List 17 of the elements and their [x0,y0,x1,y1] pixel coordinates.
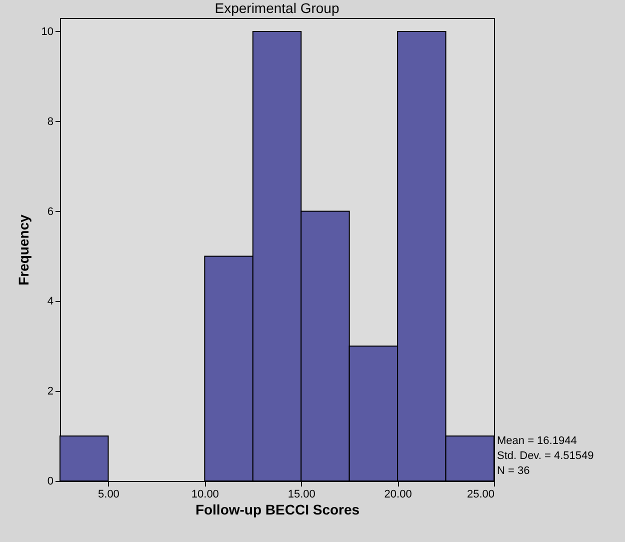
x-tick-label: 20.00 [384,488,412,500]
text: N = 36 [497,465,530,477]
x-tick-label: 15.00 [288,488,316,500]
y-tick-label: 2 [47,386,54,398]
y-axis-title: Frequency [15,214,32,286]
x-axis-title: Follow-up BECCI Scores [195,502,360,518]
y-tick-label: 0 [47,476,54,488]
x-tick-label: 10.00 [191,488,219,500]
x-tick-label: 25.00 [466,488,494,500]
chart-title: Experimental Group [214,0,340,16]
y-tick-label: 6 [47,206,54,218]
y-tick-label: 8 [47,116,54,128]
text: Std. Dev. = 4.51549 [497,450,594,462]
y-tick-label: 10 [41,26,54,38]
text: Mean = 16.1944 [497,435,577,447]
y-tick-label: 4 [47,296,54,308]
x-tick-label: 5.00 [98,488,120,500]
